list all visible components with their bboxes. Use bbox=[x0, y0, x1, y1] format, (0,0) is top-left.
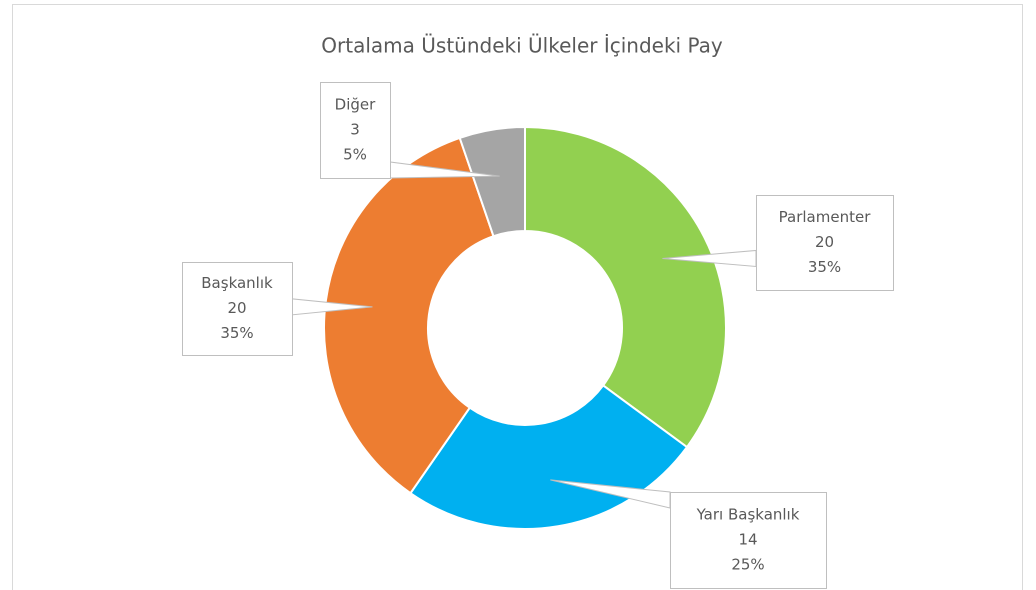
data-label-percent: 25% bbox=[731, 556, 764, 574]
chart-title: Ortalama Üstündeki Ülkeler İçindeki Pay bbox=[321, 34, 723, 58]
data-label-percent: 35% bbox=[220, 324, 253, 342]
callout-box bbox=[182, 262, 293, 356]
data-label-value: 3 bbox=[350, 121, 360, 139]
data-label-percent: 35% bbox=[808, 258, 841, 276]
donut-slice bbox=[524, 125, 727, 449]
callout-box bbox=[670, 492, 827, 589]
data-label-value: 14 bbox=[738, 531, 757, 549]
donut-slice bbox=[323, 136, 495, 495]
data-label-name: Başkanlık bbox=[201, 274, 273, 292]
data-label-name: Parlamenter bbox=[779, 208, 872, 226]
data-label-value: 20 bbox=[815, 233, 834, 251]
data-label-name: Yarı Başkanlık bbox=[696, 506, 800, 524]
callout-box bbox=[320, 82, 391, 179]
donut-slice bbox=[458, 125, 526, 238]
data-label-value: 20 bbox=[227, 299, 246, 317]
data-label-percent: 5% bbox=[343, 146, 367, 164]
callout-box bbox=[756, 195, 894, 291]
data-label-name: Diğer bbox=[335, 96, 376, 114]
